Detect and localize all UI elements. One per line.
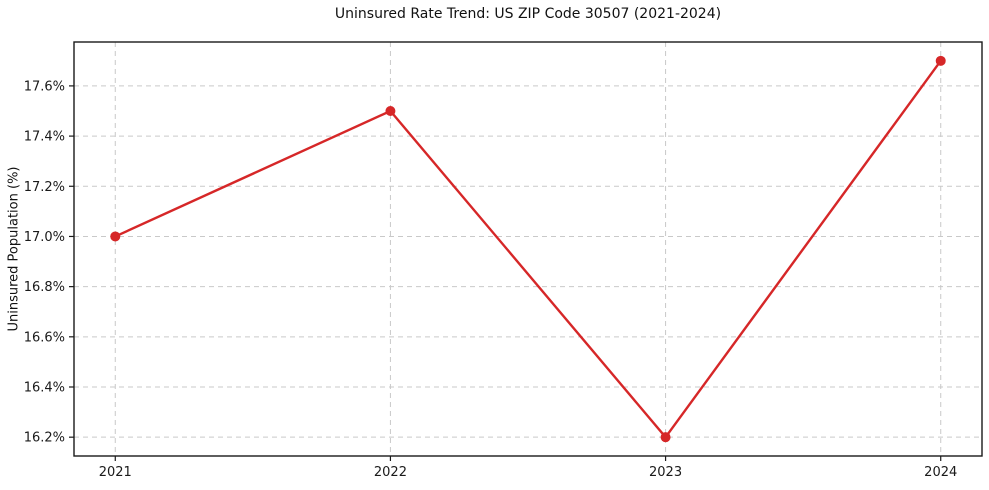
data-line xyxy=(114,59,942,439)
y-axis-label: Uninsured Population (%) xyxy=(6,166,22,332)
y-tick-label: 16.2% xyxy=(24,431,65,446)
y-tick-label: 17.2% xyxy=(24,180,65,195)
y-tick-label: 16.6% xyxy=(24,330,65,345)
data-point xyxy=(385,106,396,116)
plot-area xyxy=(74,42,982,456)
y-tick-label: 17.4% xyxy=(24,130,65,145)
x-tick-label: 2024 xyxy=(924,465,957,480)
y-tick-label: 16.4% xyxy=(24,381,65,396)
plot-border xyxy=(73,41,983,457)
y-tick-label: 17.0% xyxy=(24,230,65,245)
y-tick-label: 16.8% xyxy=(24,280,65,295)
x-tick-label: 2021 xyxy=(99,465,132,480)
data-point xyxy=(935,55,946,66)
data-point xyxy=(660,432,671,443)
x-tick-label: 2022 xyxy=(374,465,407,480)
data-point xyxy=(110,231,121,242)
y-tick-label: 17.6% xyxy=(24,79,65,94)
chart-title: Uninsured Rate Trend: US ZIP Code 30507 … xyxy=(334,6,722,22)
x-tick-label: 2023 xyxy=(649,465,682,480)
